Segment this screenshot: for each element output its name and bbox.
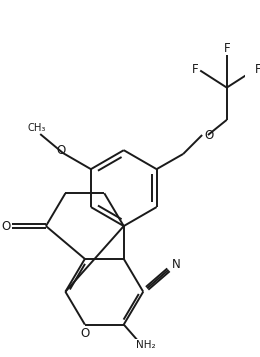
Text: O: O <box>56 144 65 157</box>
Text: O: O <box>1 220 11 232</box>
Text: N: N <box>171 258 180 271</box>
Text: NH₂: NH₂ <box>136 340 155 350</box>
Text: CH₃: CH₃ <box>27 123 46 133</box>
Text: F: F <box>192 63 199 76</box>
Text: O: O <box>205 129 214 141</box>
Text: O: O <box>80 327 89 340</box>
Text: F: F <box>223 42 230 55</box>
Text: F: F <box>255 63 260 76</box>
